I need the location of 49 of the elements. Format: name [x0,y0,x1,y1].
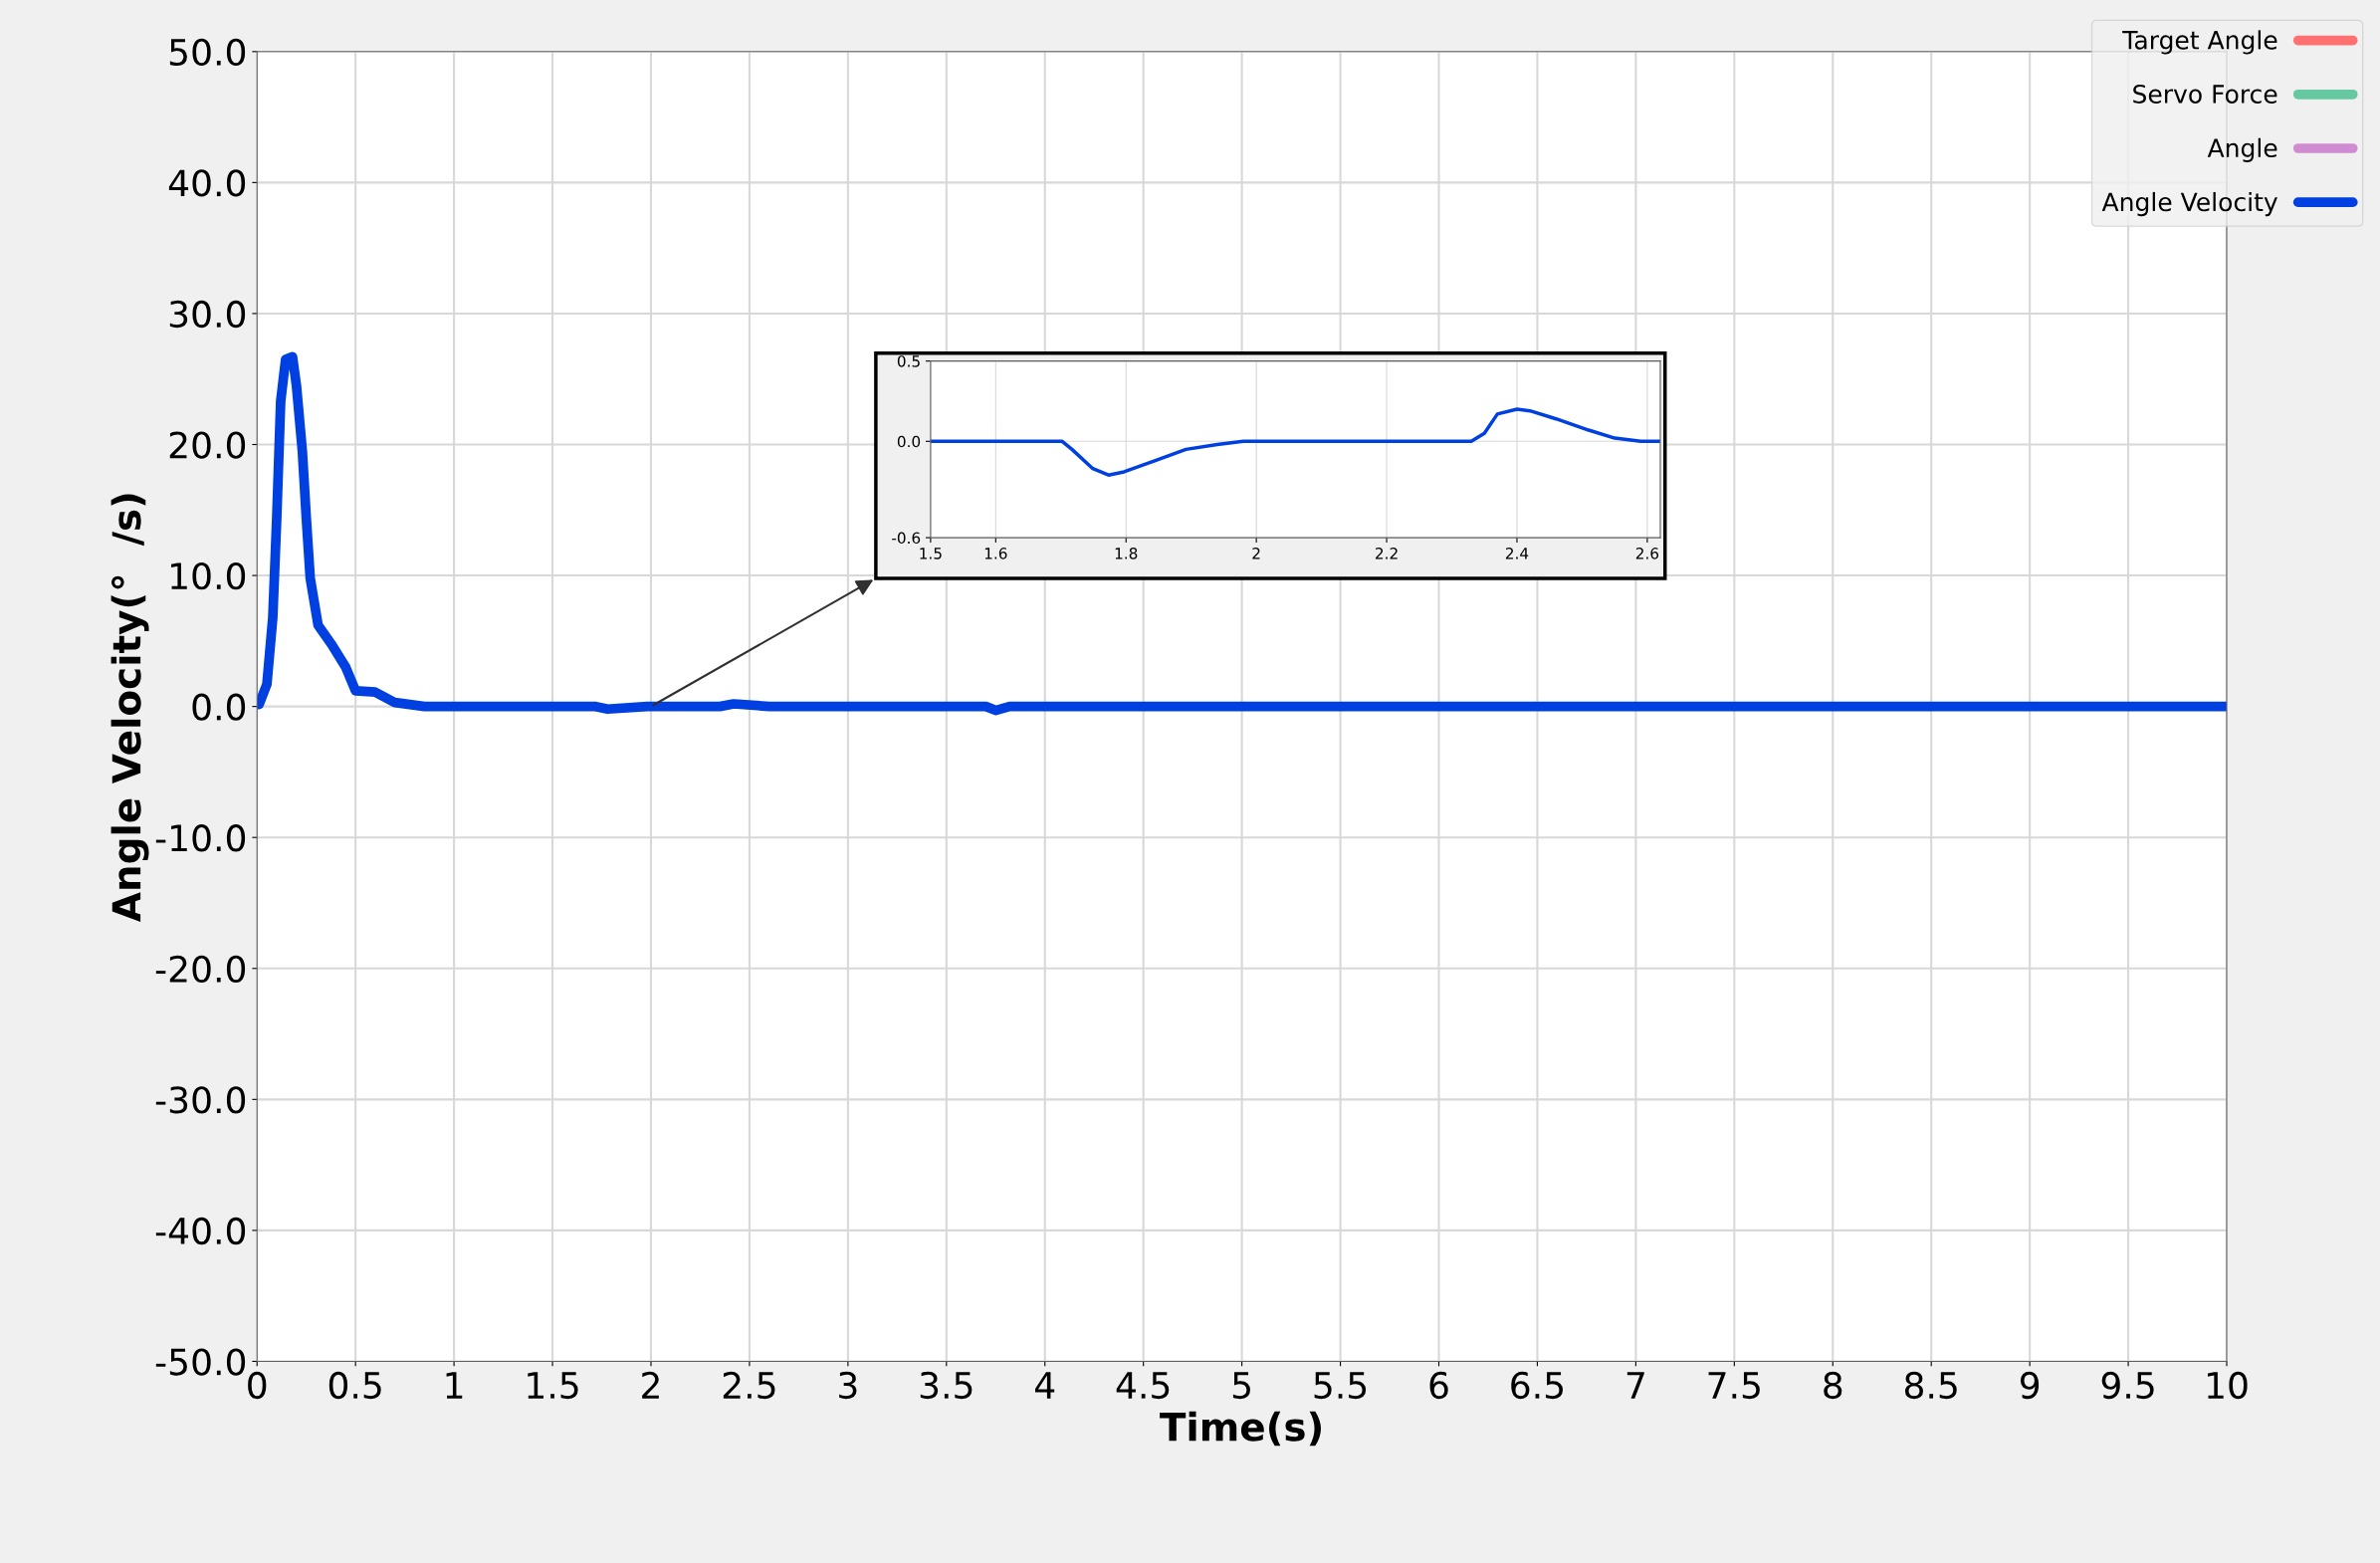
y-tick-label: 0.0 [192,693,246,721]
x-tick-label: 2.5 [723,1371,775,1400]
x-tick-label: 1.5 [528,1372,578,1400]
x-tick-label: 5 [1232,1372,1250,1400]
x-tick-label: 0.5 [328,1371,381,1400]
x-tick-label: 9.5 [2101,1371,2154,1400]
legend-label: Angle [2207,137,2277,162]
y-tick-label: -10.0 [155,824,246,852]
x-tick-label: 0 [248,1371,267,1400]
y-tick-label: 20.0 [169,431,246,459]
x-tick-label: 2 [642,1371,659,1399]
y-tick-label: -0.6 [892,532,921,545]
legend-label: Servo Force [2133,84,2277,104]
x-tick-label: 2 [1252,548,1260,559]
x-tick-label: 6.5 [1511,1371,1563,1400]
legend-label: Angle Velocity [2101,191,2277,217]
x-tick-label: 1.5 [920,548,942,559]
y-tick-label: 30.0 [169,300,246,329]
legend-label: Target Angle [2122,30,2277,55]
x-tick-label: 8 [1824,1371,1842,1400]
x-tick-label: 9 [2020,1371,2040,1400]
x-tick-label: 4.5 [1116,1372,1170,1400]
y-tick-label: 0.5 [897,355,920,367]
y-tick-label: 10.0 [171,561,246,590]
x-tick-label: 1 [446,1372,463,1399]
y-tick-label: 0.0 [897,435,921,448]
y-tick-label: -20.0 [155,955,246,983]
x-tick-label: 3.5 [920,1371,973,1400]
x-tick-label: 8.5 [1904,1371,1957,1400]
x-tick-label: 1.6 [984,548,1007,559]
x-tick-label: 2.6 [1635,548,1659,559]
x-tick-label: 2.2 [1376,548,1398,559]
x-tick-label: 2.4 [1505,548,1529,559]
x-axis-title: Time(s) [1160,1411,1321,1447]
x-tick-label: 4 [1035,1372,1055,1399]
y-tick-label: -50.0 [155,1348,246,1376]
line-series [930,407,1660,477]
x-tick-label: 7 [1626,1372,1644,1399]
y-axis-title: Angle Velocity(° /s) [110,494,149,922]
y-tick-label: -40.0 [155,1217,246,1245]
x-tick-label: 3 [839,1371,857,1400]
x-tick-label: 10 [2208,1371,2248,1400]
y-tick-label: 40.0 [168,169,246,197]
x-tick-label: 7.5 [1708,1372,1760,1400]
y-tick-label: 50.0 [169,38,246,67]
y-tick-label: -30.0 [155,1086,246,1114]
x-tick-label: 6 [1429,1371,1448,1400]
x-tick-label: 5.5 [1314,1372,1367,1400]
x-tick-label: 1.8 [1115,548,1138,559]
